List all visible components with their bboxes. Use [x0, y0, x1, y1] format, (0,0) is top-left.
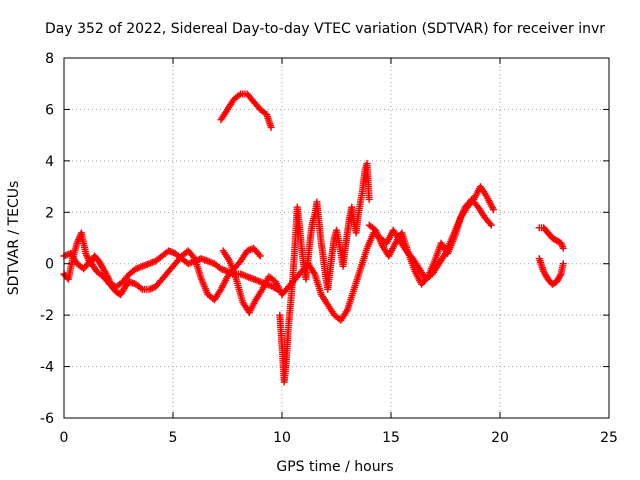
x-tick-label: 20	[491, 430, 509, 446]
x-tick-label: 25	[600, 430, 618, 446]
data-point-arc-b	[103, 271, 111, 279]
y-tick-label: 0	[45, 257, 54, 273]
data-point-arc-d	[486, 220, 494, 228]
y-tick-label: 2	[45, 205, 54, 221]
y-tick-label: 6	[45, 102, 54, 118]
data-point-arc-c	[267, 123, 275, 131]
y-tick-label: -4	[40, 360, 54, 376]
data-point-arc-h	[559, 260, 567, 268]
data-point-arc-d	[487, 221, 495, 229]
plot-frame	[63, 57, 610, 419]
y-axis-label: SDTVAR / TECUs	[6, 181, 22, 296]
y-tick-label: -6	[40, 411, 54, 427]
x-tick-label: 0	[60, 430, 69, 446]
y-tick-label: -2	[40, 308, 54, 324]
data-point-arc-b	[255, 250, 263, 258]
x-tick-label: 15	[382, 430, 400, 446]
data-point-arc-b	[189, 253, 197, 261]
y-tick-label: 4	[45, 154, 54, 170]
x-tick-label: 5	[169, 430, 178, 446]
x-axis-label: GPS time / hours	[276, 459, 393, 475]
data-point-arc-h	[556, 272, 564, 280]
tick-labels: 0 5 10 15 20 25 -6 -4 -2 0 2 4 6 8	[40, 51, 618, 446]
data-point-arc-f	[489, 206, 497, 214]
data-point-arc-b	[256, 252, 264, 260]
y-tick-label: 8	[45, 51, 54, 67]
chart-title: Day 352 of 2022, Sidereal Day-to-day VTE…	[45, 21, 605, 37]
data-point-arc-e	[365, 195, 373, 203]
data-point-arc-g	[559, 244, 567, 252]
data-points	[60, 90, 567, 386]
x-tick-label: 10	[273, 430, 291, 446]
